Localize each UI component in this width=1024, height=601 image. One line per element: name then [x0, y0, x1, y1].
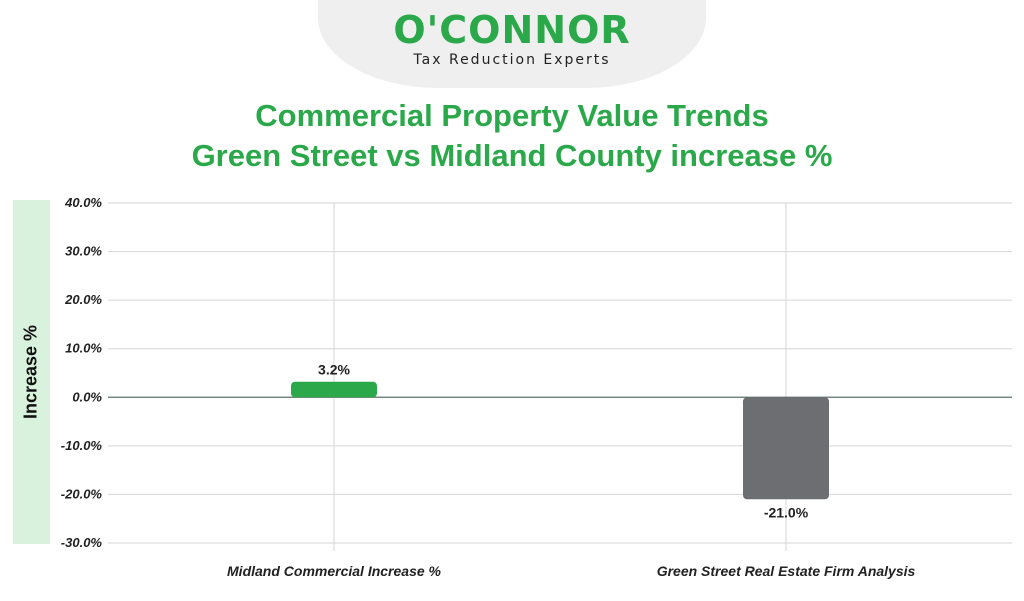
- x-tick-label: Green Street Real Estate Firm Analysis: [657, 563, 916, 579]
- bar: [743, 397, 829, 500]
- y-tick-label: -20.0%: [61, 486, 103, 501]
- y-tick-label: 20.0%: [64, 292, 102, 307]
- data-label: -21.0%: [764, 504, 809, 520]
- y-tick-label: -10.0%: [61, 438, 103, 453]
- y-tick-label: 30.0%: [65, 244, 102, 259]
- bar: [291, 381, 377, 398]
- y-tick-label: 0.0%: [72, 389, 102, 404]
- data-label: 3.2%: [318, 362, 350, 378]
- chart-subtitle: Green Street vs Midland County increase …: [191, 138, 833, 173]
- x-tick-label: Midland Commercial Increase %: [227, 563, 442, 579]
- brand-tagline: Tax Reduction Experts: [413, 52, 611, 68]
- y-tick-label: 10.0%: [65, 341, 102, 356]
- y-tick-label: -30.0%: [61, 535, 103, 550]
- logo-banner: O'CONNOR Tax Reduction Experts: [318, 0, 706, 88]
- brand-logo: O'CONNOR: [393, 8, 631, 52]
- y-tick-label: 40.0%: [64, 195, 102, 210]
- chart-title: Commercial Property Value Trends: [255, 98, 769, 133]
- y-axis-label-panel: [13, 200, 50, 544]
